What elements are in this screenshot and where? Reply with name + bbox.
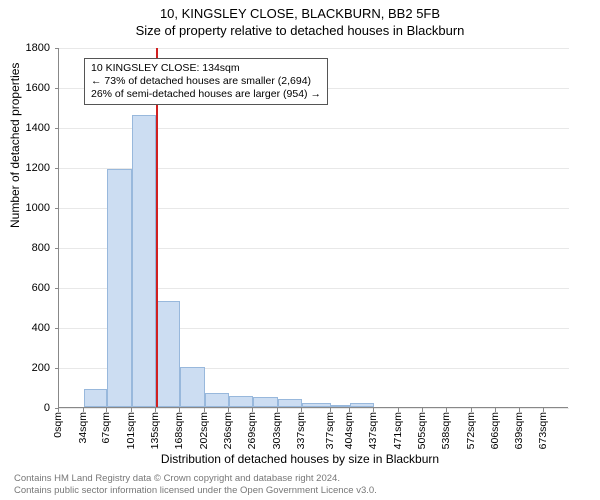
xtick-label: 572sqm [465,412,477,449]
ytick-mark [55,328,59,329]
ytick-mark [55,88,59,89]
ytick-label: 200 [0,362,50,374]
ytick-mark [55,48,59,49]
histogram-bar [350,403,374,407]
histogram-bar [253,397,278,407]
ytick-label: 1600 [0,82,50,94]
ytick-mark [55,128,59,129]
ytick-label: 1200 [0,162,50,174]
histogram-bar [156,301,180,407]
page-container: 10, KINGSLEY CLOSE, BLACKBURN, BB2 5FB S… [0,0,600,500]
ytick-label: 1400 [0,122,50,134]
annotation-line-1: 10 KINGSLEY CLOSE: 134sqm [91,62,321,75]
ytick-label: 1800 [0,42,50,54]
xtick-label: 34sqm [77,412,89,444]
ytick-mark [55,288,59,289]
ytick-label: 0 [0,402,50,414]
histogram-bar [229,396,253,407]
xtick-label: 505sqm [416,412,428,449]
title-line-2: Size of property relative to detached ho… [0,21,600,38]
histogram-bar [205,393,230,407]
footer-line-1: Contains HM Land Registry data © Crown c… [14,473,377,484]
ytick-label: 600 [0,282,50,294]
xtick-label: 673sqm [537,412,549,449]
xtick-label: 471sqm [392,412,404,449]
xtick-label: 303sqm [271,412,283,449]
chart-area: 10 KINGSLEY CLOSE: 134sqm ← 73% of detac… [58,48,568,408]
xtick-label: 236sqm [222,412,234,449]
annotation-line-3: 26% of semi-detached houses are larger (… [91,88,321,101]
xtick-label: 377sqm [324,412,336,449]
annotation-box: 10 KINGSLEY CLOSE: 134sqm ← 73% of detac… [84,58,328,105]
ytick-mark [55,368,59,369]
histogram-bar [180,367,205,407]
xtick-label: 606sqm [489,412,501,449]
xtick-label: 135sqm [149,412,161,449]
ytick-mark [55,168,59,169]
gridline-h [59,408,569,409]
xtick-label: 202sqm [198,412,210,449]
title-line-1: 10, KINGSLEY CLOSE, BLACKBURN, BB2 5FB [0,0,600,21]
xtick-label: 0sqm [52,412,64,438]
histogram-bar [331,405,350,407]
footer-attribution: Contains HM Land Registry data © Crown c… [14,473,377,496]
ytick-mark [55,248,59,249]
xtick-label: 437sqm [367,412,379,449]
xtick-label: 67sqm [100,412,112,444]
histogram-bar [302,403,331,407]
xtick-label: 101sqm [125,412,137,449]
ytick-label: 1000 [0,202,50,214]
histogram-bar [278,399,303,407]
xtick-label: 404sqm [343,412,355,449]
histogram-bar [107,169,132,407]
ytick-label: 400 [0,322,50,334]
footer-line-2: Contains public sector information licen… [14,485,377,496]
histogram-bar [84,389,108,407]
xtick-label: 337sqm [295,412,307,449]
xtick-label: 538sqm [440,412,452,449]
xtick-label: 639sqm [513,412,525,449]
gridline-h [59,48,569,49]
annotation-line-2: ← 73% of detached houses are smaller (2,… [91,75,321,88]
xtick-label: 269sqm [246,412,258,449]
x-axis-label: Distribution of detached houses by size … [0,452,600,466]
ytick-label: 800 [0,242,50,254]
ytick-mark [55,208,59,209]
xtick-label: 168sqm [173,412,185,449]
histogram-bar [132,115,157,407]
